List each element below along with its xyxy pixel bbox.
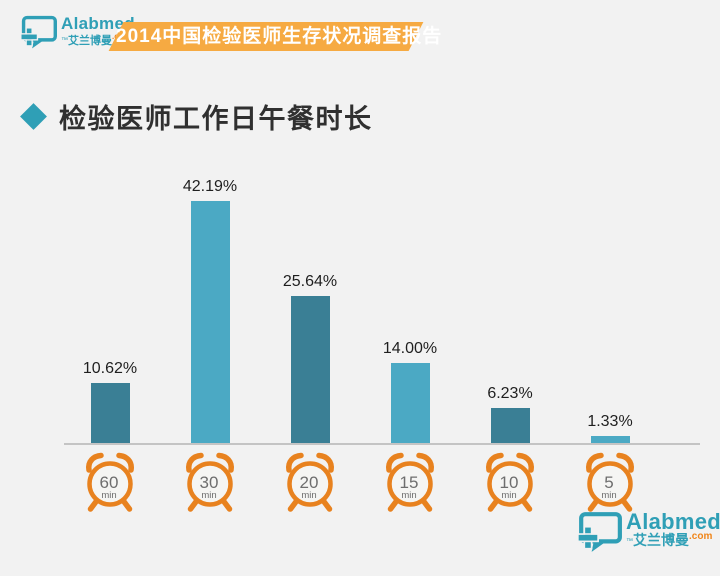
- x-axis-line: [64, 443, 700, 445]
- clock-minutes-number: 5: [604, 473, 613, 492]
- clock-minutes-number: 30: [200, 473, 219, 492]
- clock-minutes-number: 15: [400, 473, 419, 492]
- diamond-bullet-icon: [20, 103, 47, 130]
- alarm-clock-icon: 10 min: [486, 452, 534, 512]
- clock-minutes-number: 60: [100, 473, 119, 492]
- clock-minutes-unit: min: [201, 490, 216, 501]
- clock-column: 60 min: [60, 449, 160, 513]
- page-title: 检验医师工作日午餐时长: [59, 104, 373, 134]
- bar-column: 6.23%: [460, 385, 560, 444]
- report-banner: 2014中国检验医师生存状况调查报告: [108, 22, 443, 51]
- bar-column: 25.64%: [260, 273, 360, 444]
- bar-value-label: 14.00%: [382, 340, 438, 358]
- bar-column: 10.62%: [60, 360, 160, 444]
- bar-value-label: 10.62%: [82, 359, 138, 377]
- lunch-duration-bar-chart: 10.62% 42.19% 25.64% 14.00% 6.23% 1.33%: [60, 168, 660, 444]
- bar-value-label: 6.23%: [487, 385, 533, 403]
- trademark-symbol: ™: [626, 538, 633, 545]
- alarm-clock-icon: 5 min: [586, 452, 634, 512]
- logo-domain-suffix: .com: [689, 531, 713, 542]
- bars-row: 10.62% 42.19% 25.64% 14.00% 6.23% 1.33%: [60, 168, 660, 444]
- bar: [590, 436, 630, 444]
- bar: [90, 382, 130, 444]
- clock-axis-row: 60 min 30 min 20 min 15 min 10 min: [60, 449, 660, 513]
- clock-minutes-unit: min: [601, 490, 616, 501]
- bar: [390, 363, 430, 444]
- alarm-clock-icon: 15 min: [386, 452, 434, 512]
- alabmed-bubble-plus-icon: [577, 512, 622, 552]
- alarm-clock-icon: 20 min: [286, 452, 334, 512]
- bar: [290, 296, 330, 444]
- clock-column: 15 min: [360, 449, 460, 513]
- bar-column: 14.00%: [360, 340, 460, 444]
- clock-column: 30 min: [160, 449, 260, 513]
- logo-wordmark: Alabmed: [626, 509, 720, 534]
- logo-cjk-name: 艾兰博曼: [68, 35, 112, 47]
- bar: [490, 408, 530, 444]
- bar-column: 1.33%: [560, 413, 660, 444]
- trademark-symbol: ™: [61, 37, 68, 44]
- logo-wordmark: Alabmed: [61, 14, 135, 33]
- clock-minutes-unit: min: [101, 490, 116, 501]
- clock-minutes-unit: min: [301, 490, 316, 501]
- clock-minutes-unit: min: [501, 490, 516, 501]
- alarm-clock-icon: 60 min: [86, 452, 134, 512]
- banner-title: 2014中国检验医师生存状况调查报告: [116, 26, 443, 47]
- clock-minutes-number: 10: [500, 473, 519, 492]
- clock-minutes-number: 20: [300, 473, 319, 492]
- clock-column: 20 min: [260, 449, 360, 513]
- clock-column: 10 min: [460, 449, 560, 513]
- alabmed-bubble-plus-icon: [20, 15, 57, 49]
- clock-column: 5 min: [560, 449, 660, 513]
- clock-minutes-unit: min: [401, 490, 416, 501]
- bar: [190, 201, 230, 444]
- alarm-clock-icon: 30 min: [186, 452, 234, 512]
- alabmed-logo-footer: Alabmed ™艾兰博曼.com: [577, 511, 720, 555]
- bar-value-label: 1.33%: [587, 413, 633, 431]
- bar-value-label: 42.19%: [182, 178, 238, 195]
- logo-cjk-name: 艾兰博曼: [633, 532, 689, 548]
- bar-value-label: 25.64%: [282, 273, 338, 291]
- section-title-row: 检验医师工作日午餐时长: [20, 97, 373, 136]
- bar-column: 42.19%: [160, 178, 260, 444]
